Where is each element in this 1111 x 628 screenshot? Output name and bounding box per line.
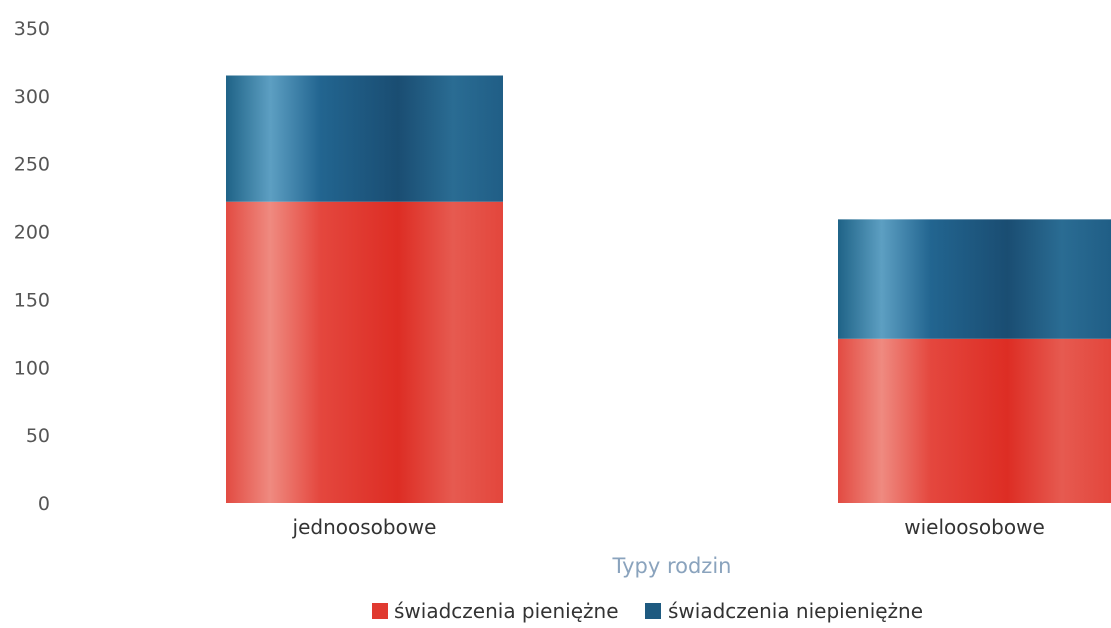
bar-segment	[838, 338, 1111, 503]
bar-segment	[838, 219, 1111, 339]
x-tick-label: wieloosobowe	[904, 515, 1045, 539]
bar-segment	[226, 75, 503, 202]
legend-label: świadczenia niepieniężne	[668, 599, 923, 623]
y-tick-label: 250	[14, 154, 50, 176]
legend-label: świadczenia pieniężne	[394, 599, 619, 623]
bar-segment	[226, 201, 503, 503]
y-tick-label: 100	[14, 357, 50, 379]
bars	[226, 75, 1111, 503]
x-tick-label: jednoosobowe	[292, 515, 437, 539]
y-axis-ticks: 0 50 100 150 200 250 300 350	[14, 18, 50, 515]
x-axis-labels: jednoosobowe wieloosobowe	[292, 515, 1045, 539]
y-tick-label: 200	[14, 222, 50, 244]
legend-swatch	[645, 603, 661, 619]
y-tick-label: 300	[14, 86, 50, 108]
legend-swatch	[372, 603, 388, 619]
y-tick-label: 50	[26, 425, 50, 447]
y-tick-label: 150	[14, 289, 50, 311]
y-tick-label: 0	[38, 493, 50, 515]
y-tick-label: 350	[14, 18, 50, 40]
x-axis-title: Typy rodzin	[612, 554, 732, 578]
legend: świadczenia pieniężne świadczenia niepien…	[372, 599, 923, 623]
